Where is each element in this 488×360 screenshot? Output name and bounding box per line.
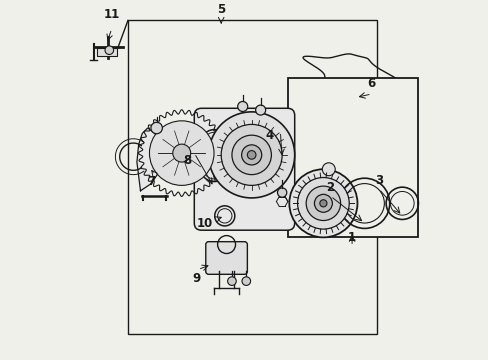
Circle shape <box>237 102 247 112</box>
Circle shape <box>227 277 236 285</box>
Circle shape <box>241 145 261 165</box>
Circle shape <box>319 200 326 207</box>
Bar <box>128 21 376 334</box>
Circle shape <box>172 144 190 162</box>
Circle shape <box>149 121 214 185</box>
Circle shape <box>322 163 335 176</box>
Text: 2: 2 <box>326 181 334 194</box>
Text: 11: 11 <box>103 8 120 21</box>
Text: 9: 9 <box>192 272 200 285</box>
Circle shape <box>231 135 271 175</box>
Circle shape <box>247 150 255 159</box>
Text: 10: 10 <box>197 216 213 230</box>
Circle shape <box>221 125 282 185</box>
Circle shape <box>305 186 340 221</box>
Polygon shape <box>137 128 162 191</box>
Text: 5: 5 <box>217 3 225 16</box>
Text: 6: 6 <box>367 77 375 90</box>
Circle shape <box>208 112 294 198</box>
Circle shape <box>151 122 162 134</box>
Text: 1: 1 <box>347 231 355 244</box>
Bar <box>97 48 117 55</box>
Text: 4: 4 <box>265 129 273 142</box>
Text: 3: 3 <box>374 174 382 186</box>
FancyBboxPatch shape <box>205 242 247 274</box>
Text: 8: 8 <box>183 154 191 167</box>
Bar <box>287 78 418 237</box>
Circle shape <box>105 46 113 54</box>
Text: 7: 7 <box>147 175 155 188</box>
FancyBboxPatch shape <box>194 108 294 230</box>
Circle shape <box>255 105 265 115</box>
Circle shape <box>277 188 286 197</box>
Circle shape <box>314 194 332 212</box>
Circle shape <box>289 169 357 237</box>
Circle shape <box>242 277 250 285</box>
Circle shape <box>297 177 348 229</box>
